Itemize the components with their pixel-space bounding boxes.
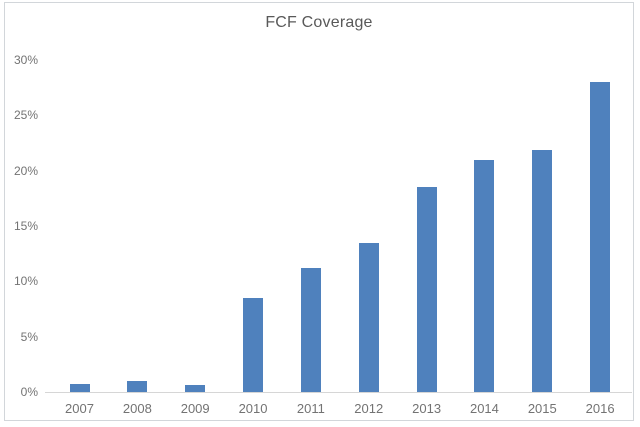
chart-frame: FCF Coverage 0% 5% 10% 15% 20% 25% 30% 2007 200… <box>4 2 634 421</box>
plot-area <box>45 60 632 393</box>
y-tick-label-5: 5% <box>20 329 38 344</box>
x-tick-label-2010: 2010 <box>238 401 268 416</box>
bar-2012 <box>358 243 379 392</box>
bar-2014 <box>474 160 495 392</box>
x-tick-label-2016: 2016 <box>585 401 615 416</box>
x-tick-label-2015: 2015 <box>527 401 557 416</box>
x-tick-label-2011: 2011 <box>296 401 325 416</box>
bar-2015 <box>532 150 553 392</box>
x-tick-label-2008: 2008 <box>122 401 152 416</box>
bar-2011 <box>300 268 321 392</box>
bar-2013 <box>416 187 437 392</box>
y-tick-label-20: 20% <box>13 163 38 178</box>
y-axis: 0% 5% 10% 15% 20% 25% 30% <box>5 53 38 399</box>
x-tick-label-2013: 2013 <box>412 401 442 416</box>
y-tick-label-0: 0% <box>20 385 38 399</box>
x-tick-label-2012: 2012 <box>354 401 384 416</box>
y-tick-label-25: 25% <box>13 108 38 123</box>
y-tick-label-10: 10% <box>13 274 38 289</box>
y-tick-label-30: 30% <box>13 53 38 67</box>
x-axis: 2007 2008 2009 2010 2011 2012 2013 2014 2015 2016 <box>5 401 640 421</box>
bar-2010 <box>243 298 264 392</box>
x-tick-label-2007: 2007 <box>65 401 94 416</box>
x-tick-label-2014: 2014 <box>469 401 499 416</box>
x-tick-label-2009: 2009 <box>180 401 210 416</box>
bar-2016 <box>590 82 611 392</box>
y-tick-label-15: 15% <box>13 219 38 233</box>
bar-2008 <box>127 381 148 392</box>
bar-2007 <box>69 384 90 392</box>
bar-2009 <box>185 385 206 392</box>
chart-title: FCF Coverage <box>265 14 373 31</box>
